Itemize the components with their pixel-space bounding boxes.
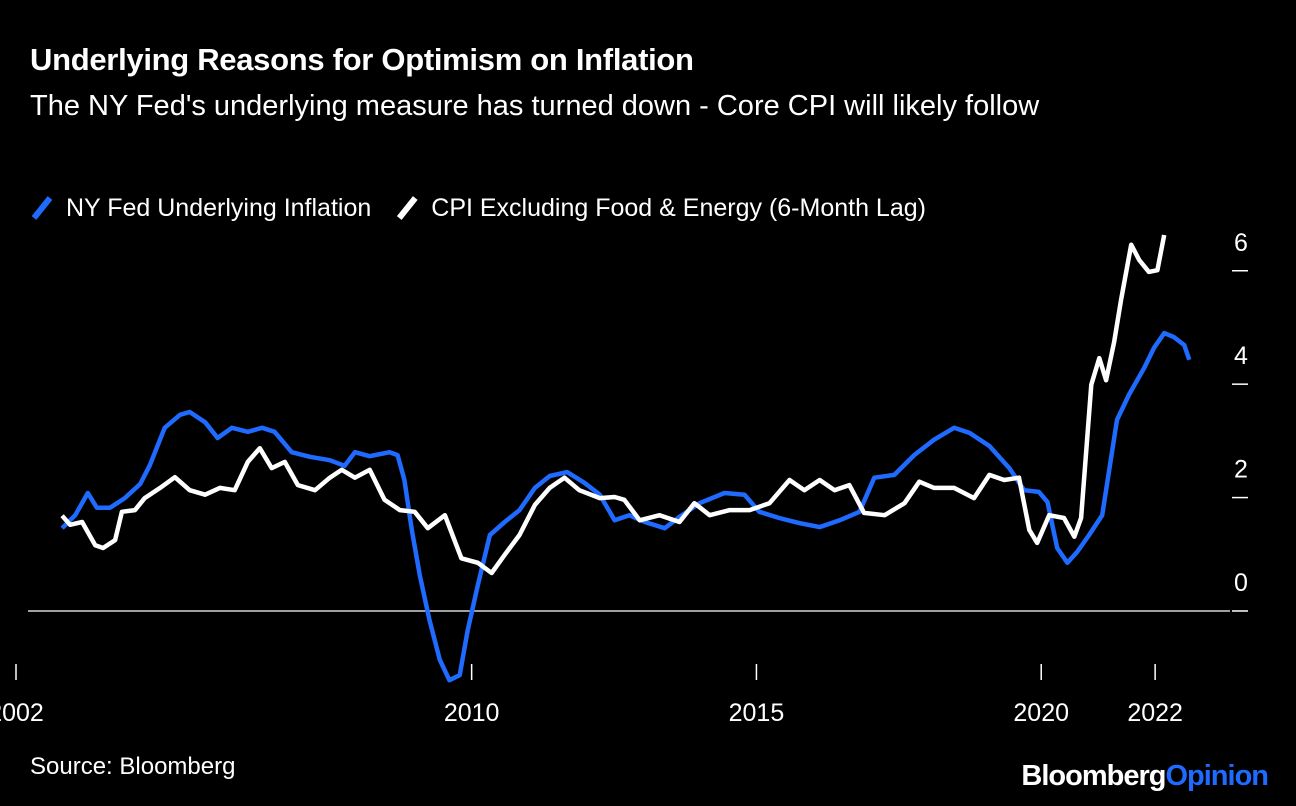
y-tick-label: 6 — [1234, 229, 1248, 257]
chart-title: Underlying Reasons for Optimism on Infla… — [30, 42, 694, 77]
logo-word: Bloomberg — [1021, 760, 1166, 792]
source-note: Source: Bloomberg — [30, 753, 236, 780]
logo: BloombergOpinion — [1021, 760, 1269, 793]
x-tick-label: 2015 — [729, 699, 785, 727]
x-tick-label: 2022 — [1127, 699, 1183, 727]
legend-swatch — [396, 196, 418, 220]
x-tick-label: 2010 — [444, 699, 500, 727]
series-line — [60, 234, 1167, 576]
y-tick-label: 2 — [1234, 456, 1248, 484]
logo-word: Opinion — [1165, 760, 1269, 792]
y-tick-label: 4 — [1234, 342, 1248, 370]
x-tick-label: 2020 — [1013, 699, 1069, 727]
x-tick-label: 2002 — [0, 699, 44, 727]
legend-swatch — [31, 196, 53, 220]
legend-label: CPI Excluding Food & Energy (6-Month Lag… — [431, 194, 926, 222]
series-line — [60, 330, 1192, 683]
chart-subtitle: The NY Fed's underlying measure has turn… — [30, 90, 1040, 122]
legend-label: NY Fed Underlying Inflation — [66, 194, 371, 222]
y-tick-label: 0 — [1234, 569, 1248, 597]
